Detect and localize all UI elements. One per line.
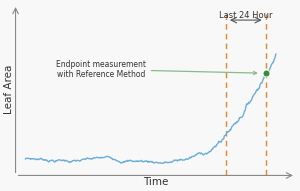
Y-axis label: Leaf Area: Leaf Area [4,65,14,114]
X-axis label: Time: Time [143,177,168,187]
Text: Endpoint measurement
with Reference Method: Endpoint measurement with Reference Meth… [56,60,256,79]
Text: Last 24 Hour: Last 24 Hour [219,11,272,19]
